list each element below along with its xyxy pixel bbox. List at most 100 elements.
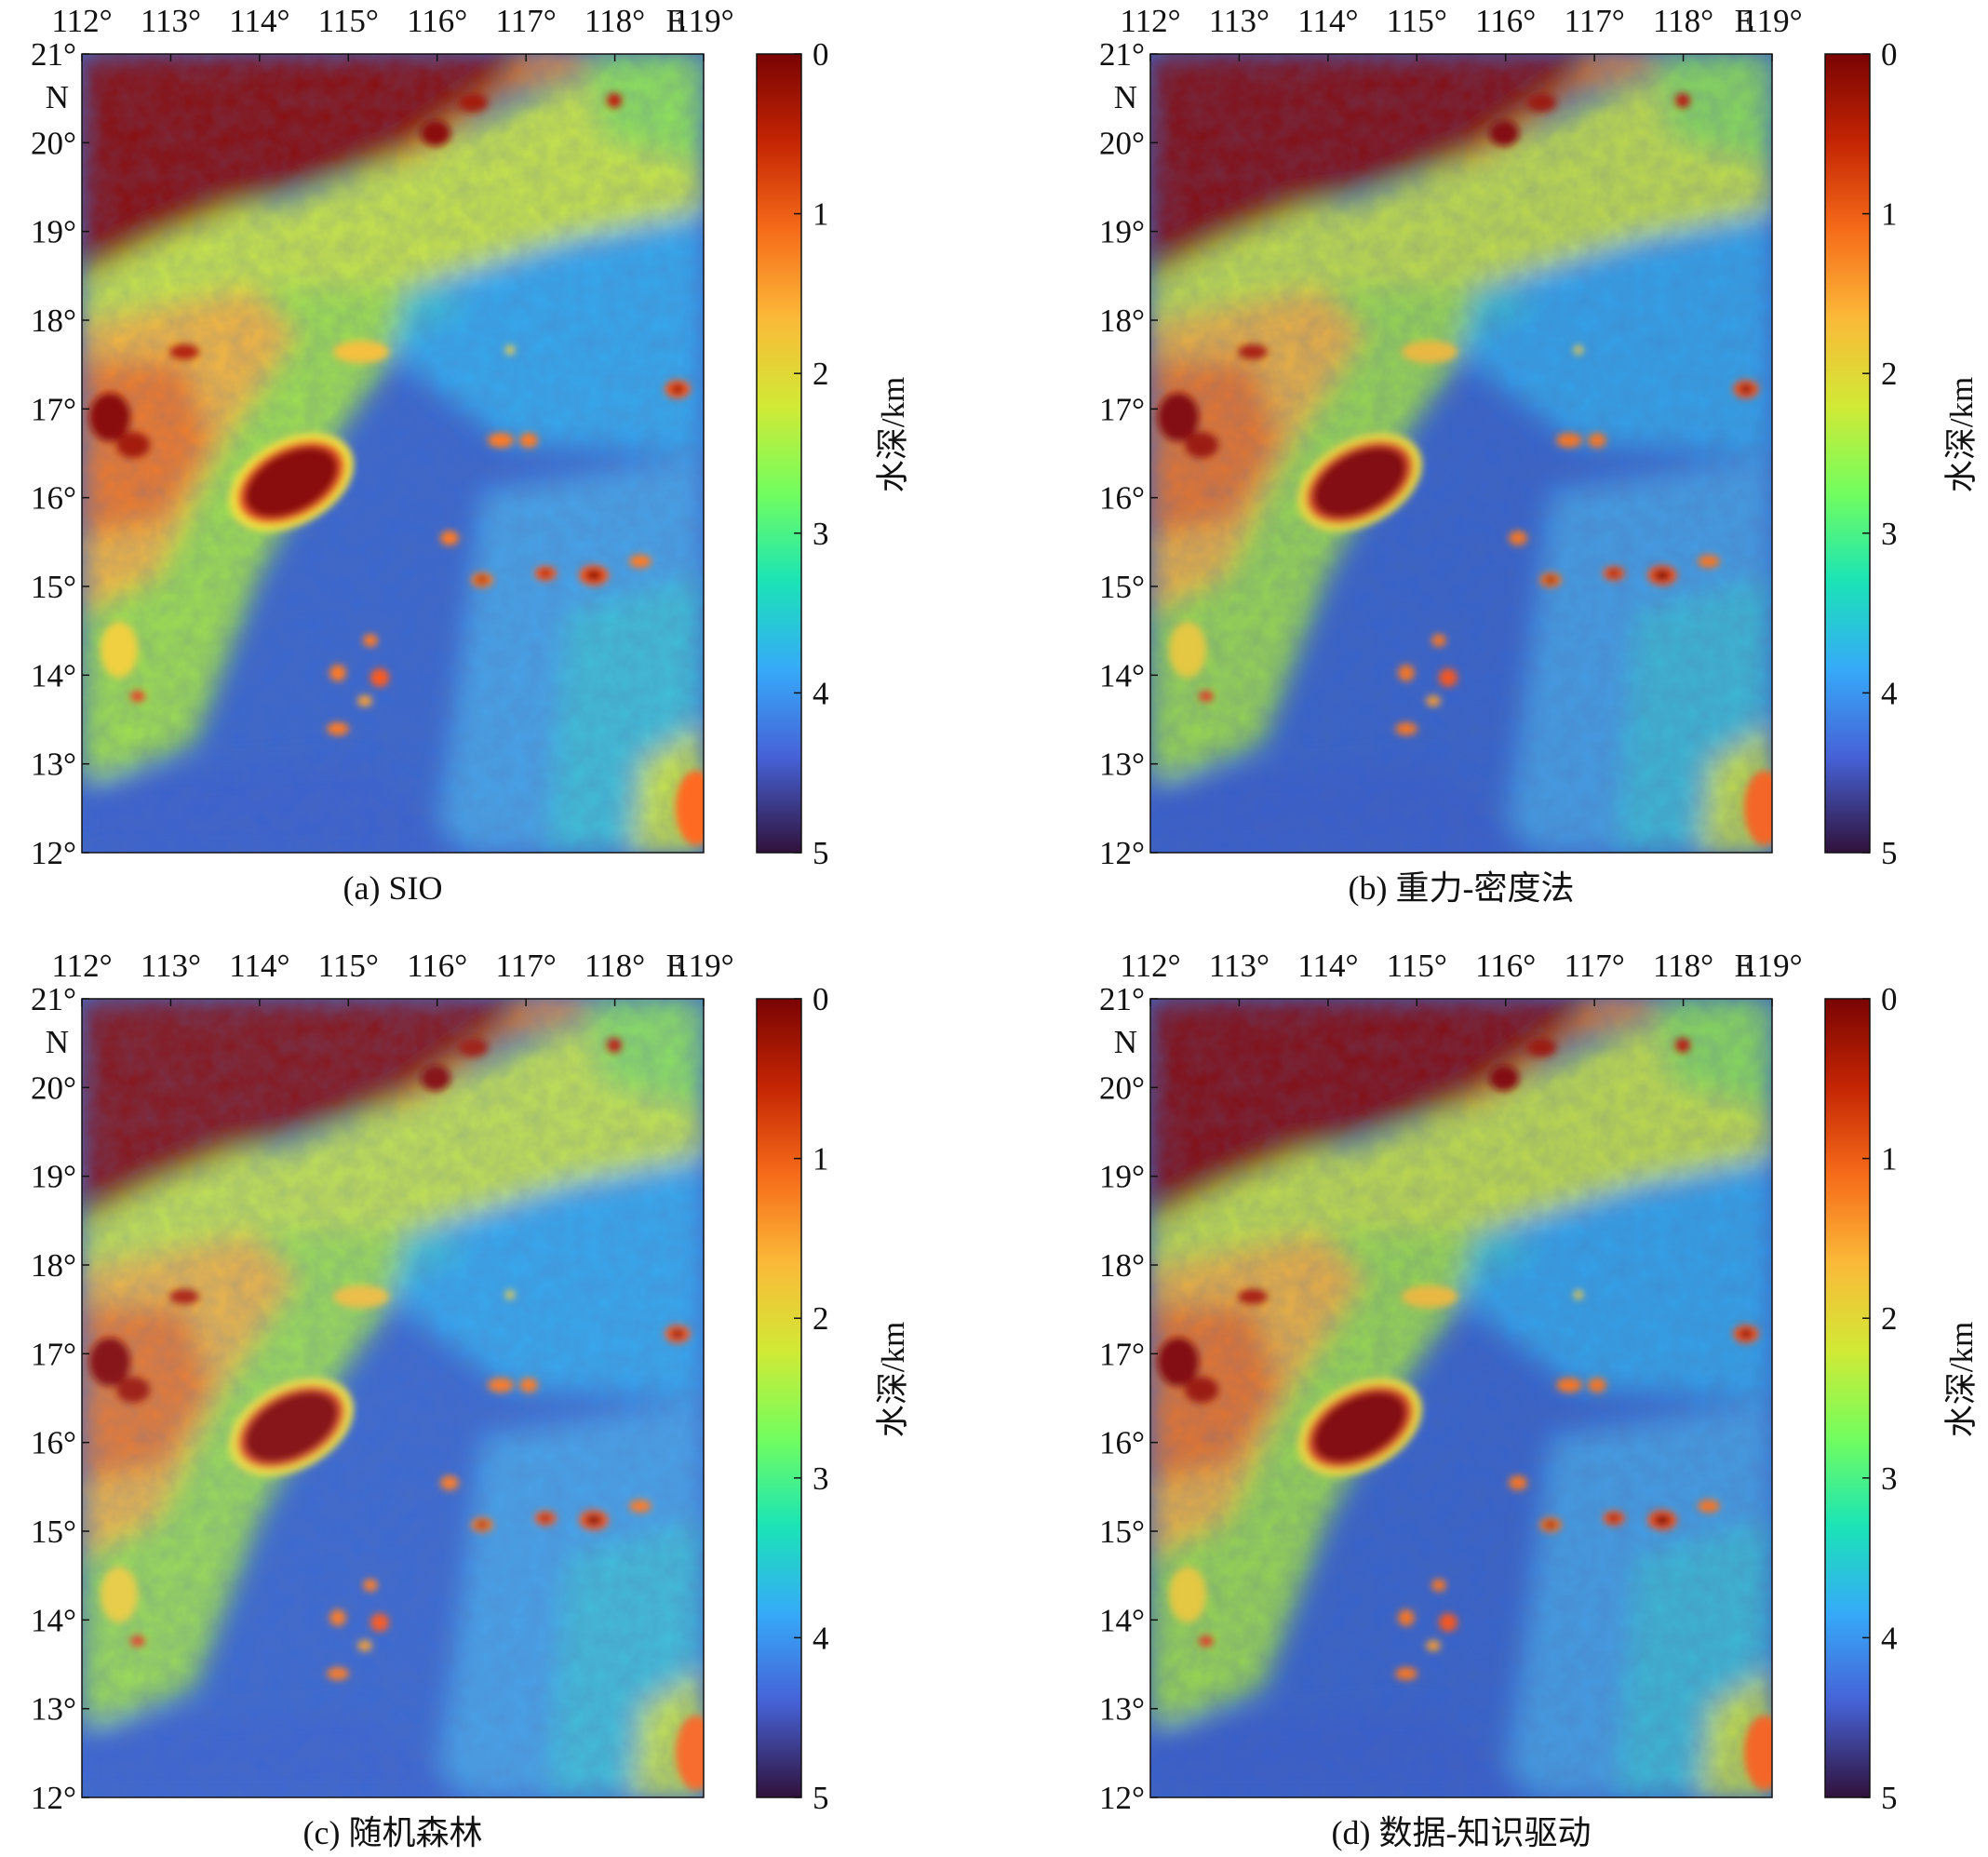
lat-tick-label: 14° <box>1099 1602 1145 1638</box>
lon-tick-label: 115° <box>318 3 379 39</box>
lat-tick-label: 15° <box>1099 1514 1145 1550</box>
lon-tick-label: 117° <box>1565 948 1625 984</box>
lat-tick-label: 21° <box>31 981 76 1017</box>
lat-tick-label: 19° <box>1099 214 1145 250</box>
lat-hemisphere-label: N <box>1114 1024 1137 1060</box>
colorbar-label: 水深/km <box>875 377 911 492</box>
lat-tick-label: 13° <box>1099 1691 1145 1728</box>
lat-tick-label: 12° <box>31 835 76 871</box>
colorbar-tick-label: 1 <box>1881 1141 1898 1177</box>
lat-tick-label: 16° <box>1099 1425 1145 1461</box>
lat-tick-label: 20° <box>31 125 76 161</box>
colorbar-tick-label: 5 <box>813 1780 829 1816</box>
lon-hemisphere-label: E <box>1735 948 1754 984</box>
colorbar-tick-label: 0 <box>813 36 829 73</box>
map-panel-a: 112° 113° 114° 115° 116° 117° 118° 119°E21°20°1… <box>31 3 911 907</box>
lat-tick-label: 14° <box>1099 657 1145 693</box>
lon-tick-label: 117° <box>496 3 557 39</box>
colorbar <box>756 998 802 1798</box>
colorbar-tick-label: 5 <box>813 835 829 871</box>
lon-tick-label: 114° <box>229 3 289 39</box>
colorbar-tick-label: 4 <box>1881 1620 1898 1656</box>
lon-tick-label: 116° <box>407 948 467 984</box>
lat-tick-label: 12° <box>1099 835 1145 871</box>
lon-tick-label: 118° <box>584 948 645 984</box>
lat-tick-label: 21° <box>1099 981 1145 1017</box>
lat-tick-label: 12° <box>31 1780 76 1816</box>
lon-tick-label: 112° <box>51 3 112 39</box>
colorbar-tick-label: 2 <box>813 356 829 392</box>
lat-tick-label: 14° <box>31 1602 76 1638</box>
bathymetry-map <box>82 999 704 1797</box>
lon-tick-label: 115° <box>318 948 379 984</box>
lat-hemisphere-label: N <box>46 79 69 115</box>
panel-caption: (a) SIO <box>343 869 443 907</box>
lon-tick-label: 113° <box>1209 948 1269 984</box>
map-frame <box>1149 53 1773 854</box>
lon-tick-label: 119° <box>1741 948 1802 984</box>
colorbar <box>756 53 802 854</box>
lon-tick-label: 115° <box>1387 3 1447 39</box>
lat-hemisphere-label: N <box>46 1024 69 1060</box>
lon-hemisphere-label: E <box>666 3 686 39</box>
lon-tick-label: 114° <box>1297 3 1358 39</box>
colorbar-tick-label: 2 <box>813 1300 829 1337</box>
lat-tick-label: 13° <box>31 747 76 783</box>
colorbar-tick-label: 0 <box>813 981 829 1017</box>
lat-tick-label: 16° <box>31 1425 76 1461</box>
lat-tick-label: 16° <box>31 480 76 517</box>
lat-tick-label: 13° <box>31 1691 76 1728</box>
colorbar-tick-label: 1 <box>813 1141 829 1177</box>
colorbar-label: 水深/km <box>1943 1322 1980 1437</box>
colorbar-tick-label: 4 <box>1881 675 1898 711</box>
bathymetry-map <box>1150 999 1772 1797</box>
colorbar-tick-label: 4 <box>813 675 829 711</box>
colorbar-tick-label: 2 <box>1881 1300 1898 1337</box>
lat-tick-label: 18° <box>1099 303 1145 339</box>
lon-tick-label: 113° <box>141 948 201 984</box>
colorbar-tick-label: 2 <box>1881 356 1898 392</box>
colorbar-tick-label: 0 <box>1881 36 1898 73</box>
lat-tick-label: 12° <box>1099 1780 1145 1816</box>
map-panel-b: 112° 113° 114° 115° 116° 117° 118° 119°E21°20°1… <box>1099 3 1980 907</box>
lat-tick-label: 19° <box>1099 1159 1145 1195</box>
colorbar-tick-label: 3 <box>1881 1460 1898 1497</box>
lon-tick-label: 114° <box>229 948 289 984</box>
panel-caption: (b) 重力-密度法 <box>1349 869 1575 907</box>
colorbar-tick-label: 3 <box>1881 516 1898 552</box>
lon-tick-label: 118° <box>1653 3 1713 39</box>
lat-tick-label: 13° <box>1099 747 1145 783</box>
lon-tick-label: 117° <box>1565 3 1625 39</box>
panel-caption: (d) 数据-知识驱动 <box>1332 1814 1592 1851</box>
map-panel-d: 112° 113° 114° 115° 116° 117° 118° 119°E21°20°1… <box>1099 948 1980 1851</box>
colorbar-tick-label: 1 <box>1881 196 1898 233</box>
colorbar-tick-label: 3 <box>813 516 829 552</box>
lat-tick-label: 18° <box>1099 1247 1145 1284</box>
map-frame <box>1149 998 1773 1798</box>
lat-tick-label: 18° <box>31 303 76 339</box>
map-frame <box>81 998 705 1798</box>
colorbar-tick-label: 5 <box>1881 1780 1898 1816</box>
lon-tick-label: 118° <box>1653 948 1713 984</box>
lat-tick-label: 17° <box>31 1336 76 1372</box>
lat-hemisphere-label: N <box>1114 79 1137 115</box>
map-frame <box>81 53 705 854</box>
lon-tick-label: 112° <box>1120 3 1180 39</box>
lon-tick-label: 113° <box>141 3 201 39</box>
panel-caption: (c) 随机森林 <box>303 1814 483 1851</box>
colorbar-tick-label: 1 <box>813 196 829 233</box>
colorbar <box>1824 53 1871 854</box>
lon-tick-label: 112° <box>1120 948 1180 984</box>
colorbar-tick-label: 5 <box>1881 835 1898 871</box>
lon-hemisphere-label: E <box>1735 3 1754 39</box>
lat-tick-label: 16° <box>1099 480 1145 517</box>
bathymetry-map <box>82 54 717 853</box>
lat-tick-label: 17° <box>1099 1336 1145 1372</box>
bathymetry-map <box>1150 54 1772 853</box>
lat-tick-label: 20° <box>1099 1070 1145 1106</box>
lat-tick-label: 18° <box>31 1247 76 1284</box>
lat-tick-label: 14° <box>31 657 76 693</box>
lon-tick-label: 113° <box>1209 3 1269 39</box>
lon-tick-label: 116° <box>1475 3 1536 39</box>
